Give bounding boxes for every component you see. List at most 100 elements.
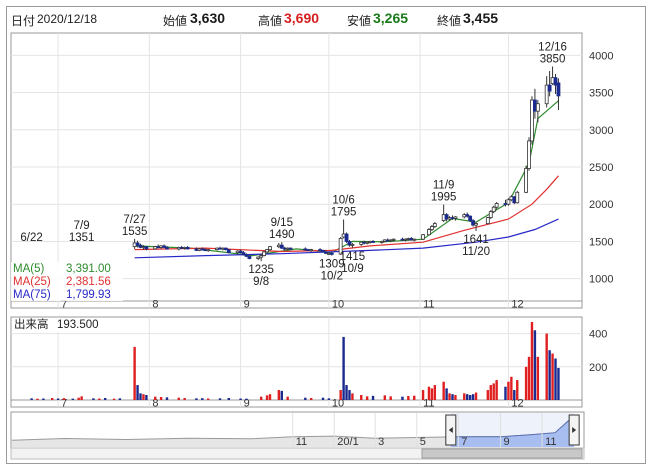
volume-bar — [133, 346, 136, 400]
candle-body — [556, 82, 561, 97]
price-annotation: 9/8 — [253, 276, 269, 288]
volume-bar — [118, 398, 122, 400]
volume-bar — [507, 381, 510, 400]
price-y-axis: 1000 1500 2000 2500 3000 3500 4000 — [589, 50, 613, 285]
volume-bar — [265, 395, 269, 400]
navigator-scrollbar-thumb[interactable] — [421, 448, 583, 459]
price-annotation: 1309 — [319, 259, 345, 271]
candle-body — [241, 252, 246, 256]
candle-body — [238, 250, 243, 254]
navigator-left-handle[interactable] — [445, 414, 457, 446]
volume-bar — [36, 398, 39, 400]
volume-bar — [304, 397, 307, 400]
price-tick-label: 1000 — [589, 274, 613, 286]
price-annotation: 11/9 — [433, 180, 455, 192]
price-x-tick-label: 10 — [332, 299, 344, 311]
candle-body — [421, 234, 425, 240]
candle-body — [379, 241, 384, 243]
candle-body — [412, 238, 417, 241]
candle-body — [223, 247, 228, 251]
candle-body — [427, 229, 431, 236]
candle-body — [553, 77, 558, 86]
volume-bar — [413, 395, 416, 400]
price-x-axis-strip — [10, 300, 583, 309]
volume-bar — [360, 395, 363, 400]
volume-bar — [351, 393, 354, 400]
candle-body — [162, 245, 166, 248]
navigator-label: 11 — [545, 436, 556, 448]
price-tick-label: 2500 — [589, 162, 613, 174]
volume-bar — [342, 336, 345, 400]
candle-body — [453, 216, 458, 219]
navigator-label: 3 — [378, 436, 384, 448]
price-annotation: 9/15 — [271, 217, 293, 229]
volume-bar — [401, 396, 404, 400]
volume-bar — [524, 366, 528, 400]
volume-bar — [445, 388, 448, 400]
volume-x-tick-label: 8 — [152, 398, 158, 410]
volume-x-tick-label: 9 — [244, 398, 250, 410]
price-x-tick-label: 9 — [244, 299, 250, 311]
volume-bar — [142, 394, 145, 400]
volume-tick-label: 200 — [589, 362, 607, 374]
volume-bar — [468, 395, 472, 400]
volume-bar — [345, 385, 348, 400]
price-x-tick-label: 7 — [61, 299, 67, 311]
volume-bar — [56, 398, 60, 400]
price-annotation: 1535 — [122, 226, 148, 238]
candle-body — [279, 244, 284, 249]
candle-body — [535, 103, 540, 112]
volume-bar — [536, 356, 540, 400]
volume-label: 出来高 193.500 — [12, 317, 108, 332]
volume-bar — [165, 397, 169, 400]
volume-bar — [310, 398, 313, 400]
stock-chart-canvas: 1000 1500 2000 2500 3000 3500 4000 7 8 9 10 11 12 6… — [10, 32, 613, 460]
volume-bar — [277, 390, 281, 400]
navigator-label: 7 — [461, 436, 467, 448]
price-annotation: 11/20 — [462, 246, 490, 258]
close-label: 終値 — [437, 14, 462, 28]
volume-bar — [486, 390, 490, 400]
volume-bar — [554, 358, 557, 400]
volume-bar — [177, 397, 180, 400]
navigator-label: 11 — [296, 436, 307, 448]
volume-bar — [92, 398, 95, 400]
volume-bar — [492, 383, 495, 400]
navigator-label: 20/1 — [337, 436, 358, 448]
candle-body — [506, 199, 511, 205]
price-annotation: 1490 — [269, 229, 295, 241]
navigator-scrollbar[interactable] — [10, 447, 585, 460]
volume-bar — [77, 397, 80, 400]
volume-bar — [321, 397, 325, 400]
candle-body — [321, 249, 325, 253]
volume-bar — [510, 376, 513, 400]
navigator-right-handle[interactable] — [568, 414, 580, 446]
candle-body — [471, 220, 475, 226]
price-tick-label: 2000 — [589, 199, 613, 211]
candle-body — [344, 233, 349, 242]
volume-bar — [516, 380, 519, 400]
candle-body — [259, 255, 264, 258]
price-tick-label: 3500 — [589, 88, 613, 100]
price-x-axis: 7 8 9 10 11 12 — [61, 299, 524, 311]
volume-label-title: 出来高 — [14, 317, 49, 331]
volume-bar — [371, 395, 375, 400]
price-annotation: 12/16 — [538, 42, 567, 54]
candle-body — [338, 238, 343, 255]
open-label: 始値 — [163, 14, 188, 28]
navigator-area — [12, 420, 575, 447]
ma5-legend: MA(5) 3,391.00 — [13, 263, 111, 275]
candle-body — [309, 249, 314, 252]
volume-x-axis-strip — [10, 399, 583, 408]
volume-bar — [286, 396, 289, 400]
ma25-legend: MA(25) 2,381.56 — [13, 276, 111, 288]
volume-bar — [389, 396, 392, 400]
volume-bar — [218, 398, 222, 400]
volume-bar — [195, 398, 198, 400]
candle-body — [494, 203, 499, 208]
volume-tick-label: 400 — [589, 329, 607, 341]
price-annotation: 1641 — [463, 234, 489, 246]
price-annotation: 1415 — [340, 251, 366, 263]
candle-body — [262, 251, 267, 256]
price-tick-label: 1500 — [589, 236, 613, 248]
